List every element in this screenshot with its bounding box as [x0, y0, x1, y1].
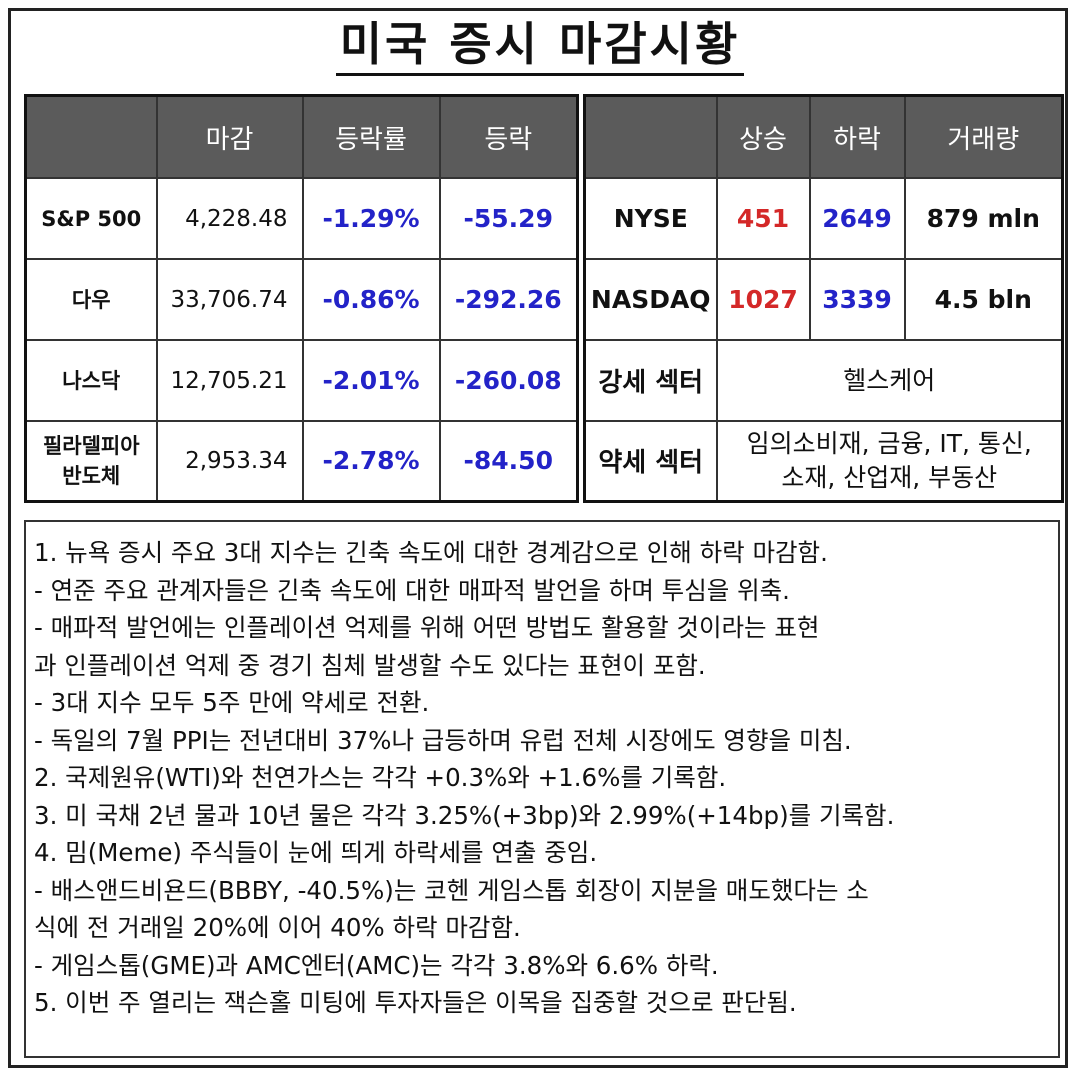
index-close: 12,705.21	[155, 339, 304, 422]
index-name: 필라델피아 반도체	[24, 420, 158, 502]
weak-sector-line2: 소재, 산업재, 부동산	[781, 462, 998, 492]
decliners: 3339	[808, 258, 906, 341]
exchange-name: NYSE	[583, 177, 718, 260]
header-change: 등락	[438, 94, 579, 179]
header-blank	[583, 94, 718, 179]
page-title: 미국 증시 마감시황	[0, 8, 1080, 76]
table-row: 나스닥 12,705.21 -2.01% -260.08	[24, 339, 579, 422]
index-name: 나스닥	[24, 339, 158, 422]
index-change: -84.50	[438, 420, 579, 502]
index-close: 33,706.74	[155, 258, 304, 341]
header-down: 하락	[808, 94, 906, 179]
exchange-name: NASDAQ	[583, 258, 718, 341]
note-line: 1. 뉴욕 증시 주요 3대 지수는 긴축 속도에 대한 경계감으로 인해 하락…	[34, 538, 828, 567]
header-pct: 등락률	[301, 94, 441, 179]
advancers: 1027	[715, 258, 811, 341]
notes-box: 1. 뉴욕 증시 주요 3대 지수는 긴축 속도에 대한 경계감으로 인해 하락…	[24, 520, 1060, 1058]
note-line: - 독일의 7월 PPI는 전년대비 37%나 급등하며 유럽 전체 시장에도 …	[34, 725, 852, 755]
weak-sector-label: 약세 섹터	[583, 420, 718, 502]
index-pct: -1.29%	[301, 177, 441, 260]
note-line: 3. 미 국채 2년 물과 10년 물은 각각 3.25%(+3bp)와 2.9…	[34, 800, 895, 830]
note-line: 4. 밈(Meme) 주식들이 눈에 띄게 하락세를 연출 중임.	[34, 838, 598, 867]
index-pct: -2.78%	[301, 420, 441, 502]
note-line: 식에 전 거래일 20%에 이어 40% 하락 마감함.	[34, 913, 521, 942]
weak-sector-value: 임의소비재, 금융, IT, 통신, 소재, 산업재, 부동산	[715, 420, 1064, 502]
index-close: 4,228.48	[155, 177, 304, 260]
header-blank	[24, 94, 158, 179]
table-row: 필라델피아 반도체 2,953.34 -2.78% -84.50	[24, 420, 579, 502]
weak-sector-line1: 임의소비재, 금융, IT, 통신,	[746, 428, 1032, 458]
note-line: 5. 이번 주 열리는 잭슨홀 미팅에 투자자들은 이목을 집중할 것으로 판단…	[34, 988, 797, 1017]
strong-sector-label: 강세 섹터	[583, 339, 718, 422]
outer-frame	[8, 8, 1068, 1068]
page-title-text: 미국 증시 마감시황	[335, 17, 745, 76]
note-line: - 연준 주요 관계자들은 긴축 속도에 대한 매파적 발언을 하며 투심을 위…	[34, 575, 790, 605]
note-line: - 배스앤드비욘드(BBBY, -40.5%)는 코헨 게임스톱 회장이 지분을…	[34, 875, 869, 905]
note-line: - 게임스톱(GME)과 AMC엔터(AMC)는 각각 3.8%와 6.6% 하…	[34, 950, 719, 980]
index-table: 마감 등락률 등락 S&P 500 4,228.48 -1.29% -55.29…	[24, 94, 579, 503]
note-line: 과 인플레이션 억제 중 경기 침체 발생할 수도 있다는 표현이 포함.	[34, 650, 706, 680]
volume: 4.5 bln	[903, 258, 1064, 341]
index-change: -55.29	[438, 177, 579, 260]
table-row: 다우 33,706.74 -0.86% -292.26	[24, 258, 579, 341]
market-table-header: 상승 하락 거래량	[583, 94, 1064, 179]
index-name: S&P 500	[24, 177, 158, 260]
index-pct: -2.01%	[301, 339, 441, 422]
index-table-header: 마감 등락률 등락	[24, 94, 579, 179]
decliners: 2649	[808, 177, 906, 260]
table-row: NASDAQ 1027 3339 4.5 bln	[583, 258, 1064, 341]
advancers: 451	[715, 177, 811, 260]
index-pct: -0.86%	[301, 258, 441, 341]
index-name: 다우	[24, 258, 158, 341]
table-row: 약세 섹터 임의소비재, 금융, IT, 통신, 소재, 산업재, 부동산	[583, 420, 1064, 502]
index-change: -292.26	[438, 258, 579, 341]
note-line: - 3대 지수 모두 5주 만에 약세로 전환.	[34, 688, 430, 717]
table-row: NYSE 451 2649 879 mln	[583, 177, 1064, 260]
strong-sector-value: 헬스케어	[715, 339, 1064, 422]
table-row: S&P 500 4,228.48 -1.29% -55.29	[24, 177, 579, 260]
index-name-line1: 필라델피아	[42, 433, 140, 458]
index-name-line2: 반도체	[62, 463, 121, 488]
note-line: 2. 국제원유(WTI)와 천연가스는 각각 +0.3%와 +1.6%를 기록함…	[34, 763, 727, 792]
index-change: -260.08	[438, 339, 579, 422]
volume: 879 mln	[903, 177, 1064, 260]
header-up: 상승	[715, 94, 811, 179]
header-close: 마감	[155, 94, 304, 179]
header-volume: 거래량	[903, 94, 1064, 179]
market-table: 상승 하락 거래량 NYSE 451 2649 879 mln NASDAQ 1…	[583, 94, 1064, 503]
table-row: 강세 섹터 헬스케어	[583, 339, 1064, 422]
index-close: 2,953.34	[155, 420, 304, 502]
note-line: - 매파적 발언에는 인플레이션 억제를 위해 어떤 방법도 활용할 것이라는 …	[34, 613, 820, 642]
